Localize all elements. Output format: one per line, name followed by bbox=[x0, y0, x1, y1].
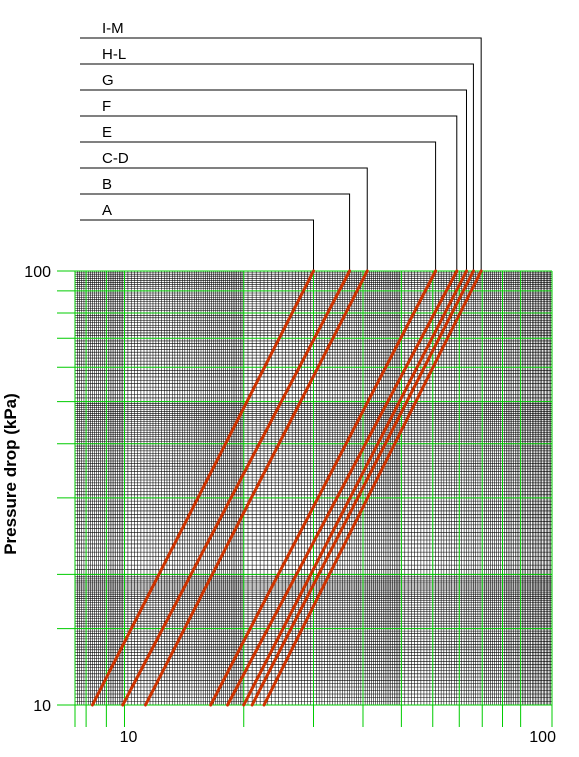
y-tick-label: 10 bbox=[33, 698, 51, 715]
series-label-h-l: H-L bbox=[102, 46, 126, 63]
series-label-c-d: C-D bbox=[102, 150, 129, 167]
chart-grid bbox=[57, 270, 553, 727]
series-label-e: E bbox=[102, 124, 112, 141]
series-label-i-m: I-M bbox=[102, 20, 124, 37]
series-line-c-d bbox=[144, 269, 369, 707]
series-leader-a bbox=[80, 219, 314, 271]
y-tick-label: 100 bbox=[24, 264, 51, 281]
series-line-b bbox=[121, 269, 352, 707]
series-leader-f bbox=[80, 115, 458, 271]
series-leader-h-l bbox=[80, 63, 474, 271]
series-label-a: A bbox=[102, 202, 112, 219]
series-leader-i-m bbox=[80, 37, 482, 271]
series-leader-c-d bbox=[80, 167, 368, 271]
series-lines bbox=[90, 269, 483, 707]
series-leader-e bbox=[80, 141, 437, 271]
x-tick-label: 10 bbox=[120, 729, 138, 746]
series-labels: AB C-D EFG H-L I-M bbox=[102, 20, 129, 219]
series-line-h-l bbox=[250, 269, 475, 707]
series-label-b: B bbox=[102, 176, 112, 193]
series-label-f: F bbox=[102, 98, 111, 115]
series-line-f bbox=[226, 269, 459, 707]
series-label-g: G bbox=[102, 72, 114, 89]
series-leader-g bbox=[80, 89, 467, 271]
series-line-a bbox=[90, 269, 315, 707]
series-leader-b bbox=[80, 193, 351, 271]
series-line-g bbox=[242, 269, 468, 707]
series-line-i-m bbox=[262, 269, 483, 707]
y-axis-title: Pressure drop (kPa) bbox=[1, 393, 20, 555]
series-leaders bbox=[80, 37, 482, 271]
series-line-e bbox=[209, 269, 438, 707]
x-tick-label: 100 bbox=[529, 729, 556, 746]
axis-ticks: 10 100 10 100 bbox=[24, 264, 556, 746]
